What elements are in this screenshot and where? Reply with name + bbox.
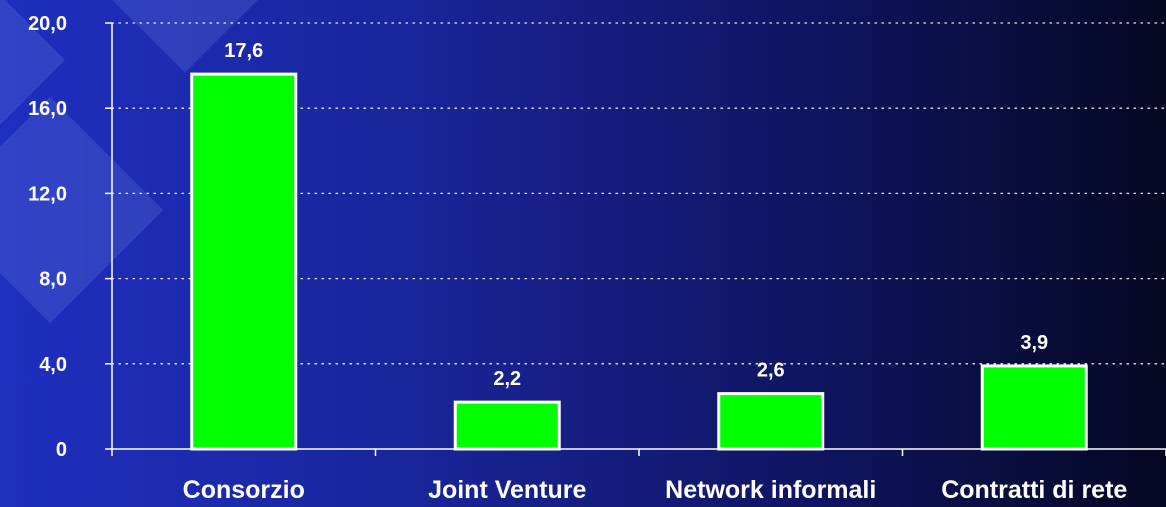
y-tick-label: 4,0 xyxy=(39,354,67,376)
value-label: 2,6 xyxy=(757,360,785,382)
value-label: 3,9 xyxy=(1020,332,1048,354)
bar xyxy=(453,400,561,451)
y-tick-label: 16,0 xyxy=(28,98,67,120)
y-tick-label: 20,0 xyxy=(28,13,67,35)
value-label: 2,2 xyxy=(493,368,521,390)
bar xyxy=(980,364,1088,451)
category-label: Network informali xyxy=(665,476,876,504)
category-label: Consorzio xyxy=(183,476,305,504)
y-tick-label: 8,0 xyxy=(39,269,67,291)
value-label: 17,6 xyxy=(224,40,263,62)
value-labels: 17,6 2,2 2,6 3,9 xyxy=(224,40,1048,390)
y-tick-label: 0 xyxy=(56,439,67,461)
x-axis-category-labels: Consorzio Joint Venture Network informali C… xyxy=(183,476,1128,504)
category-label: Joint Venture xyxy=(428,476,586,504)
bars xyxy=(190,72,1088,451)
y-axis-tick-labels: 0 4,0 8,0 12,0 16,0 20,0 xyxy=(28,13,67,461)
category-label: Contratti di rete xyxy=(941,476,1127,504)
y-tick-label: 12,0 xyxy=(28,183,67,205)
bar xyxy=(717,392,825,451)
bar xyxy=(190,72,298,451)
